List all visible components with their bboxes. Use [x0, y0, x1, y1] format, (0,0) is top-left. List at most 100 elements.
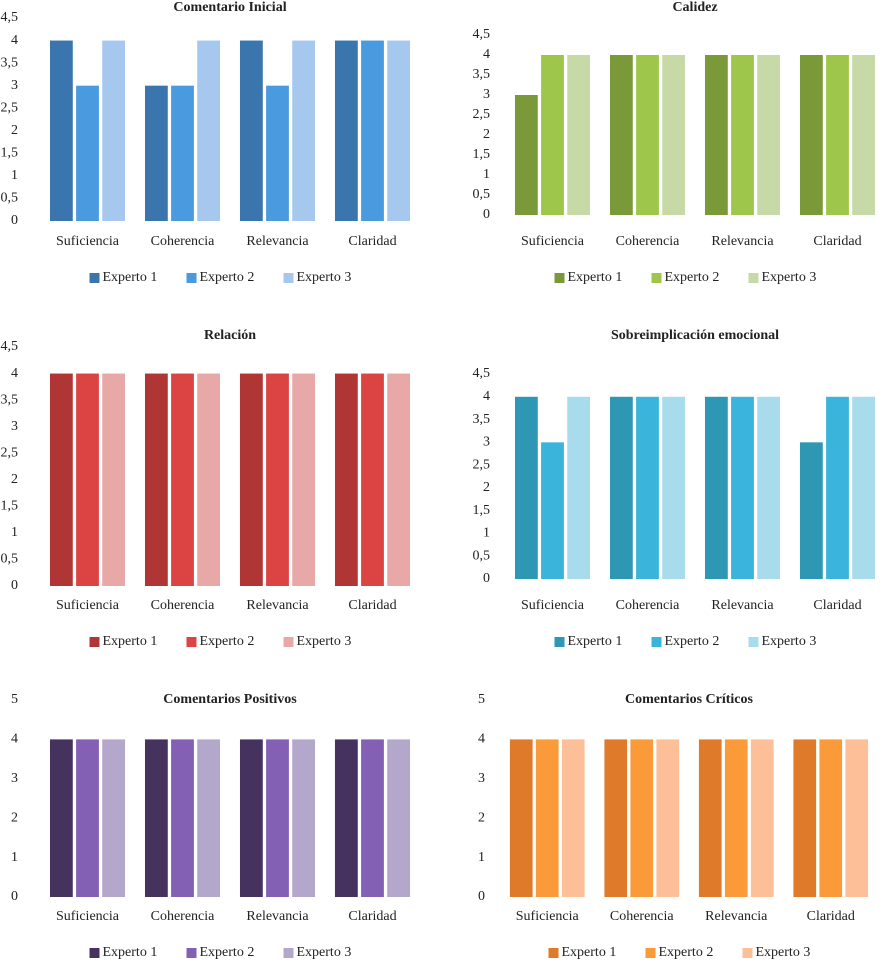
bar: [656, 739, 680, 897]
legend-label: Experto 1: [103, 270, 158, 285]
x-tick-label: Suficiencia: [516, 909, 580, 924]
x-tick-label: Claridad: [348, 909, 396, 924]
bar: [197, 739, 221, 897]
legend-label: Experto 2: [200, 945, 255, 960]
y-tick-label: 0: [483, 571, 490, 586]
y-tick-label: 4: [11, 366, 18, 381]
y-tick-label: 2,5: [473, 107, 491, 122]
y-tick-label: 1,5: [473, 503, 491, 518]
legend-label: Experto 2: [200, 270, 255, 285]
legend-label: Experto 3: [297, 270, 352, 285]
legend-label: Experto 1: [103, 634, 158, 649]
y-tick-label: 2: [483, 480, 490, 495]
x-tick-label: Suficiencia: [56, 234, 120, 249]
bar: [826, 396, 849, 579]
bar: [171, 85, 194, 222]
bar: [799, 442, 823, 579]
bar: [292, 40, 316, 221]
bar: [76, 85, 99, 222]
bar: [239, 373, 263, 586]
y-tick-label: 1: [11, 850, 18, 865]
y-tick-label: 4: [483, 47, 490, 62]
legend-swatch: [548, 948, 559, 958]
legend-swatch: [651, 637, 662, 647]
y-tick-label: 0: [11, 578, 18, 593]
x-tick-label: Suficiencia: [521, 598, 585, 613]
bar: [171, 373, 194, 586]
y-tick-label: 0,5: [1, 191, 19, 206]
legend-swatch: [742, 948, 753, 958]
x-tick-label: Relevancia: [246, 598, 309, 613]
y-tick-label: 4: [11, 732, 18, 747]
legend-swatch: [748, 637, 759, 647]
y-tick-label: 2,5: [1, 445, 19, 460]
x-tick-label: Relevancia: [246, 234, 309, 249]
y-tick-label: 4: [483, 389, 490, 404]
y-tick-label: 0,5: [473, 187, 491, 202]
legend-label: Experto 3: [756, 945, 811, 960]
legend-swatch: [89, 273, 100, 283]
legend-swatch: [651, 273, 662, 283]
legend-swatch: [554, 273, 565, 283]
bar: [509, 739, 533, 897]
bar: [630, 739, 654, 897]
legend-label: Experto 1: [103, 945, 158, 960]
y-tick-label: 0: [483, 207, 490, 222]
bar: [266, 739, 289, 897]
bar: [387, 373, 411, 586]
bar: [76, 739, 99, 897]
bar: [76, 373, 99, 586]
y-tick-label: 3,5: [1, 55, 19, 70]
x-tick-label: Suficiencia: [56, 598, 120, 613]
bar: [793, 739, 817, 897]
y-tick-label: 1: [11, 168, 18, 183]
chart-title: Comentario Inicial: [173, 0, 286, 15]
y-tick-label: 3,5: [1, 392, 19, 407]
x-tick-label: Relevancia: [711, 234, 774, 249]
bar: [567, 55, 591, 215]
legend-swatch: [748, 273, 759, 283]
y-tick-label: 0: [11, 889, 18, 904]
x-tick-label: Claridad: [813, 234, 861, 249]
bar: [361, 40, 384, 221]
bar: [49, 739, 73, 897]
legend-label: Experto 1: [568, 270, 623, 285]
legend-label: Experto 2: [200, 634, 255, 649]
legend-swatch: [645, 948, 656, 958]
legend-swatch: [283, 948, 294, 958]
legend-swatch: [186, 273, 197, 283]
y-tick-label: 3: [478, 771, 485, 786]
bar: [292, 373, 316, 586]
legend-label: Experto 3: [762, 270, 817, 285]
x-tick-label: Claridad: [348, 598, 396, 613]
bar: [731, 396, 754, 579]
bar: [514, 396, 538, 579]
bar: [852, 396, 876, 579]
chart-title: Sobreimplicación emocional: [611, 328, 779, 343]
bar: [704, 55, 728, 215]
bar: [541, 55, 564, 215]
bar: [535, 739, 559, 897]
x-tick-label: Claridad: [348, 234, 396, 249]
y-tick-label: 2: [478, 810, 485, 825]
legend-label: Experto 3: [297, 945, 352, 960]
bar: [698, 739, 722, 897]
legend-label: Experto 3: [297, 634, 352, 649]
chart-title: Comentarios Críticos: [625, 692, 753, 707]
x-tick-label: Suficiencia: [521, 234, 585, 249]
bar: [49, 40, 73, 221]
y-tick-label: 3: [483, 435, 490, 450]
bar: [609, 396, 633, 579]
bar: [334, 373, 358, 586]
x-tick-label: Relevancia: [711, 598, 774, 613]
bar: [266, 85, 289, 222]
y-tick-label: 3: [11, 771, 18, 786]
bar: [334, 739, 358, 897]
chart-title: Comentarios Positivos: [163, 692, 297, 707]
y-tick-label: 1: [483, 526, 490, 541]
x-tick-label: Suficiencia: [56, 909, 120, 924]
y-tick-label: 4,5: [1, 10, 19, 25]
bar: [144, 373, 168, 586]
